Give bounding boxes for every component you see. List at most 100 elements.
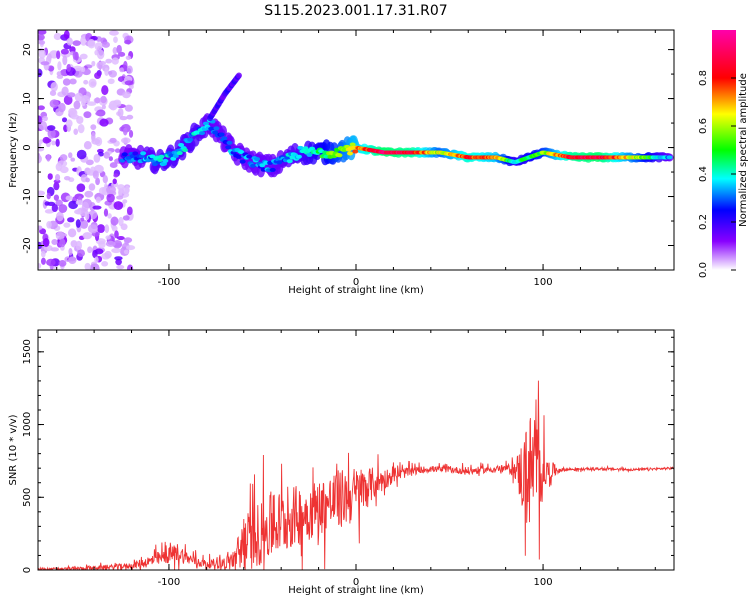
noise-blob	[113, 173, 119, 178]
y-tick-label: 10	[22, 92, 33, 105]
ridge-core	[347, 151, 354, 156]
noise-blob	[105, 235, 111, 240]
ridge-core	[178, 142, 185, 147]
snr-marks	[38, 380, 674, 570]
noise-blob	[51, 238, 58, 246]
ridge-core	[121, 152, 128, 157]
y-tick-label: 500	[22, 488, 33, 507]
spectrogram-marks	[38, 30, 674, 270]
noise-blob	[122, 199, 128, 204]
noise-blob	[65, 119, 73, 128]
noise-blob	[85, 159, 94, 166]
ridge-core	[235, 154, 242, 159]
noise-blob	[87, 39, 96, 49]
noise-blob	[127, 264, 134, 270]
noise-blob	[63, 222, 71, 228]
noise-blob	[111, 248, 121, 254]
noise-blob	[83, 140, 92, 150]
noise-blob	[111, 57, 119, 65]
noise-blob	[105, 240, 116, 247]
noise-blob	[75, 219, 81, 228]
noise-blob	[38, 142, 42, 148]
noise-blob	[56, 211, 64, 222]
noise-blob	[112, 101, 122, 108]
noise-blob	[114, 148, 121, 153]
noise-blob	[91, 138, 101, 145]
ridge-core	[149, 154, 156, 159]
ridge-core	[259, 163, 266, 168]
ridge-core	[157, 157, 164, 162]
ridge-core	[666, 155, 673, 160]
noise-blob	[116, 195, 124, 200]
noise-blob	[85, 177, 90, 183]
noise-blob	[38, 139, 44, 144]
noise-blob	[53, 182, 60, 191]
colorbar-tick-label: 0.0	[698, 262, 709, 278]
noise-blob	[126, 114, 134, 120]
noise-blob	[79, 53, 88, 60]
noise-blob	[114, 230, 119, 239]
noise-blob	[122, 215, 130, 221]
noise-blob	[115, 258, 122, 266]
noise-blob	[56, 71, 62, 77]
noise-blob	[81, 201, 89, 212]
noise-blob	[104, 224, 110, 234]
noise-blob	[116, 264, 125, 270]
noise-blob	[101, 41, 110, 48]
colorbar-label: Normalized spectral amplitude	[738, 73, 749, 227]
ridge-core	[306, 152, 313, 157]
noise-blob	[94, 256, 99, 264]
noise-blob	[94, 42, 103, 51]
ridge-core	[162, 158, 169, 163]
noise-blob	[95, 111, 104, 116]
noise-blob	[38, 154, 42, 164]
noise-blob	[73, 128, 79, 135]
noise-blob	[68, 247, 73, 256]
noise-blob	[42, 115, 48, 122]
y-tick-label: 0	[22, 567, 33, 573]
ridge-core	[213, 126, 220, 131]
ridge-core	[187, 137, 194, 142]
noise-blob	[125, 245, 136, 251]
noise-blob	[40, 257, 46, 265]
noise-blob	[50, 81, 58, 92]
noise-blob	[106, 185, 116, 195]
colorbar-tick-label: 0.8	[698, 70, 709, 86]
x-tick-label: -100	[158, 577, 181, 588]
figure-title: S115.2023.001.17.31.R07	[264, 3, 447, 19]
colorbar-tick-label: 0.6	[698, 118, 709, 134]
noise-blob	[38, 262, 42, 269]
noise-blob	[44, 138, 52, 143]
noise-blob	[40, 61, 50, 66]
noise-blob	[117, 107, 124, 118]
y-tick-label: -20	[22, 237, 33, 253]
snr-series-line	[38, 380, 674, 570]
noise-blob	[55, 231, 65, 240]
noise-blob	[72, 40, 81, 46]
noise-blob	[38, 34, 45, 41]
noise-blob	[53, 194, 60, 201]
noise-blob	[87, 224, 98, 234]
noise-blob	[38, 115, 43, 125]
noise-blob	[128, 129, 134, 138]
noise-blob	[76, 116, 84, 125]
noise-blob	[101, 104, 106, 110]
noise-blob	[112, 47, 118, 55]
noise-blob	[125, 55, 132, 61]
noise-blob	[38, 30, 47, 35]
noise-blob	[51, 203, 59, 213]
colorbar-tick-label: 0.4	[698, 166, 709, 182]
noise-blob	[76, 183, 86, 192]
noise-blob	[83, 79, 89, 85]
noise-blob	[109, 30, 119, 36]
noise-blob	[107, 213, 112, 219]
noise-blob	[57, 160, 68, 168]
x-tick-label: 100	[534, 277, 553, 288]
noise-blob	[59, 166, 69, 174]
noise-blob	[116, 44, 122, 54]
ridge-core	[176, 151, 183, 156]
noise-blob	[82, 232, 93, 240]
noise-blob	[110, 216, 119, 226]
